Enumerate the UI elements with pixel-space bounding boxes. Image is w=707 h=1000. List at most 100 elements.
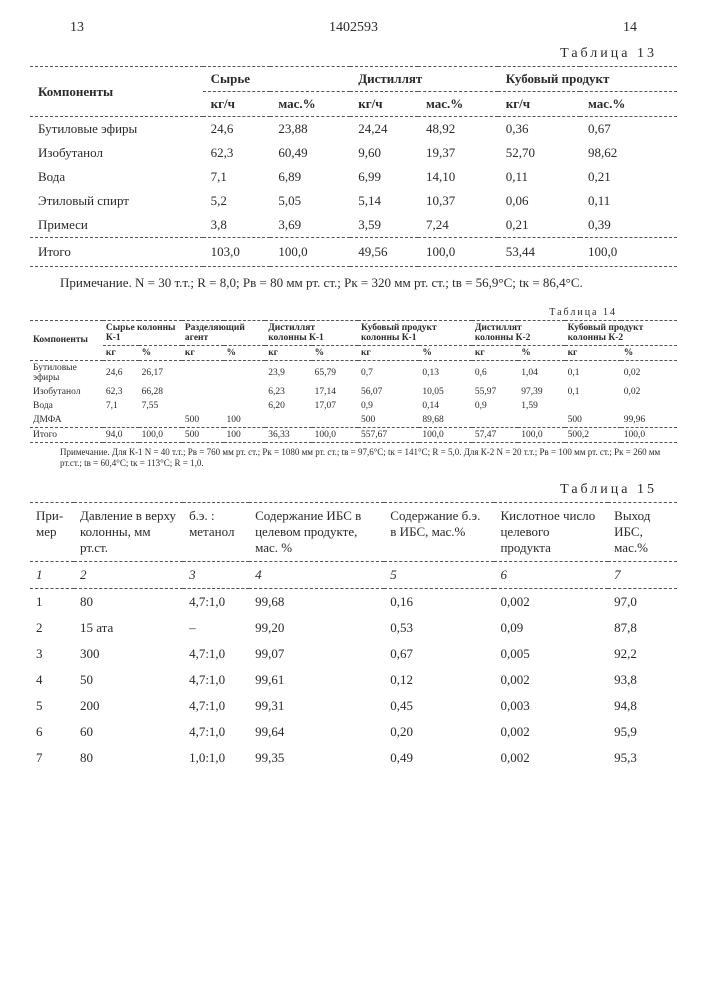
t14-cell: 62,3 [103, 385, 139, 399]
t13-total-cell: 100,0 [418, 238, 498, 267]
t15-cell: 200 [74, 693, 183, 719]
t14-cell: 65,79 [312, 360, 358, 385]
t14-subhead: кг [182, 345, 224, 360]
t14-total-cell: 100 [224, 427, 266, 442]
t15-cell: 0,002 [494, 745, 608, 771]
t14-cell: 23,9 [265, 360, 311, 385]
t14-total-cell: Итого [30, 427, 103, 442]
t13-total-cell: Итого [30, 238, 203, 267]
t14-cell: 0,02 [621, 385, 677, 399]
t15-cell: 0,002 [494, 588, 608, 615]
t13-cell: 0,21 [580, 165, 677, 189]
t14-cell: 6,20 [265, 399, 311, 413]
t15-cell: 80 [74, 745, 183, 771]
t14-total-cell: 500 [182, 427, 224, 442]
t13-cell: 6,89 [270, 165, 350, 189]
t14-cell: 6,23 [265, 385, 311, 399]
t14-cell [472, 413, 518, 428]
t14-cell: 0,14 [419, 399, 471, 413]
t13-subhead: мас.% [418, 92, 498, 117]
t14-cell: 0,13 [419, 360, 471, 385]
t15-cell: 3 [30, 641, 74, 667]
t15-cell: 300 [74, 641, 183, 667]
t15-cell: 0,16 [384, 588, 494, 615]
t13-subhead: кг/ч [350, 92, 418, 117]
table13-note: Примечание. N = 30 т.т.; R = 8,0; Pв = 8… [60, 273, 667, 293]
t13-h-raw: Сырье [203, 67, 351, 92]
t15-cell: 0,67 [384, 641, 494, 667]
t14-total-cell: 557,67 [358, 427, 419, 442]
t14-cell [182, 399, 224, 413]
t15-cell: 99,61 [249, 667, 384, 693]
t15-cell: 4,7:1,0 [183, 667, 249, 693]
t15-cell: – [183, 615, 249, 641]
t15-cell: 99,31 [249, 693, 384, 719]
t13-cell: 0,67 [580, 117, 677, 142]
t15-cell: 0,45 [384, 693, 494, 719]
t14-cell: 99,96 [621, 413, 677, 428]
t14-cell [224, 385, 266, 399]
t14-subhead: кг [265, 345, 311, 360]
t15-cell: 15 ата [74, 615, 183, 641]
t14-subhead: кг [472, 345, 518, 360]
t15-cell: 0,005 [494, 641, 608, 667]
page-header: 13 1402593 14 [30, 20, 677, 40]
t14-cell: Бутиловые эфиры [30, 360, 103, 385]
t14-subhead: % [312, 345, 358, 360]
t13-cell: Вода [30, 165, 203, 189]
t15-head: Давление в верху колон­ны, мм рт.ст. [74, 502, 183, 561]
t14-cell: Вода [30, 399, 103, 413]
t15-cell: 7 [30, 745, 74, 771]
t15-colnum: 7 [608, 561, 677, 588]
t14-cell: 0,1 [565, 385, 621, 399]
t14-total-cell: 500,2 [565, 427, 621, 442]
t14-cell: 10,05 [419, 385, 471, 399]
t13-cell: 3,69 [270, 213, 350, 238]
t14-total-cell: 100,0 [312, 427, 358, 442]
t14-cell: 0,6 [472, 360, 518, 385]
t15-colnum: 3 [183, 561, 249, 588]
t15-cell: 95,3 [608, 745, 677, 771]
t14-cell: 500 [358, 413, 419, 428]
t13-subhead: мас.% [270, 92, 350, 117]
t13-cell: 5,2 [203, 189, 271, 213]
t14-h: Разделяющий агент [182, 320, 265, 345]
table14-note: Примечание. Для К-1 N = 40 т.т.; Pв = 76… [60, 447, 667, 470]
t14-cell: 1,59 [518, 399, 564, 413]
t14-cell: 55,97 [472, 385, 518, 399]
t15-head: Выход ИБС, мас.% [608, 502, 677, 561]
t14-cell [182, 385, 224, 399]
t13-cell: 5,14 [350, 189, 418, 213]
t15-cell: 99,35 [249, 745, 384, 771]
t14-cell [312, 413, 358, 428]
t14-cell [103, 413, 139, 428]
t13-cell: Примеси [30, 213, 203, 238]
t14-cell: ДМФА [30, 413, 103, 428]
t13-cell: 14,10 [418, 165, 498, 189]
t14-subhead: % [419, 345, 471, 360]
t15-cell: 0,002 [494, 719, 608, 745]
t14-cell: 17,07 [312, 399, 358, 413]
t15-head: Кислотное число це­левого продукта [494, 502, 608, 561]
t13-cell: 10,37 [418, 189, 498, 213]
t13-subhead: кг/ч [498, 92, 580, 117]
t15-cell: 0,20 [384, 719, 494, 745]
t14-total-cell: 100,0 [139, 427, 182, 442]
t13-cell: 0,36 [498, 117, 580, 142]
t13-cell: Бутиловые эфиры [30, 117, 203, 142]
t13-h-comp: Компоненты [30, 67, 203, 117]
t13-cell: 0,11 [498, 165, 580, 189]
t14-cell: 56,07 [358, 385, 419, 399]
t15-cell: 4 [30, 667, 74, 693]
t15-colnum: 5 [384, 561, 494, 588]
t14-h: Сырье колонны К-1 [103, 320, 182, 345]
t14-cell: 7,55 [139, 399, 182, 413]
t15-cell: 99,07 [249, 641, 384, 667]
table15-label: Таблица 15 [30, 482, 657, 498]
t15-cell: 0,003 [494, 693, 608, 719]
t13-subhead: кг/ч [203, 92, 271, 117]
t14-cell: 0,9 [358, 399, 419, 413]
t15-cell: 6 [30, 719, 74, 745]
t14-cell [182, 360, 224, 385]
t15-cell: 99,20 [249, 615, 384, 641]
